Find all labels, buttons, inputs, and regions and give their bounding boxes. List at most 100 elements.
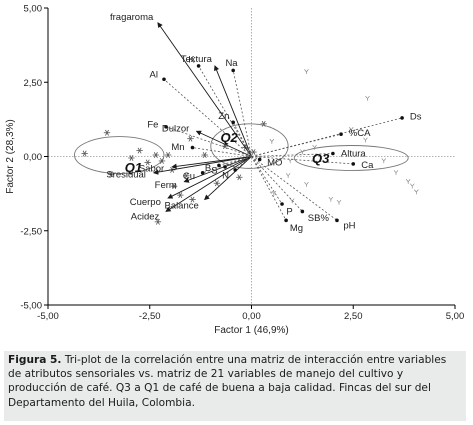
case-point-y — [328, 196, 334, 202]
case-point-star — [107, 171, 115, 178]
vector-dashed-fe — [165, 126, 252, 157]
vector-dashed-zn — [232, 122, 252, 157]
vector-end-fe — [164, 125, 168, 129]
vector-end-zn — [231, 120, 235, 125]
group-label-q2: Q2 — [220, 130, 238, 145]
case-point-star — [158, 157, 166, 164]
triplot-chart: -5,00 -2,50 0,00 2,50 5,00 5,00 2,50 0,00 -2,50 -… — [5, 4, 465, 337]
vector-label-ph: pH — [343, 221, 355, 232]
vector-dashed-mn — [192, 147, 252, 157]
case-point-star — [187, 135, 194, 142]
case-point-y — [409, 183, 415, 189]
vector-cuerpo — [167, 156, 252, 199]
vector-end-b — [217, 163, 221, 168]
vector-end-k — [196, 64, 201, 68]
vector-end-ca — [351, 162, 356, 166]
case-point-star — [170, 183, 178, 190]
case-point-star — [236, 174, 243, 181]
case-point-star — [260, 120, 267, 127]
vector-end-mn — [190, 145, 195, 150]
vector-dashed-cu — [202, 156, 252, 174]
vector-dashed-mo — [251, 156, 260, 160]
case-point-y — [271, 190, 277, 196]
case-point-y — [365, 95, 370, 101]
vector-end-p — [280, 202, 284, 206]
case-point-y — [300, 149, 305, 155]
vector-sabor — [171, 156, 252, 169]
vector-label-pct-ca: %CA — [349, 128, 371, 139]
x-tick-label: 0,00 — [242, 311, 261, 322]
vector-label-cuerpo: Cuerpo — [130, 197, 161, 208]
vector-dashed-mg — [251, 156, 287, 221]
case-point-star — [128, 155, 135, 161]
x-tick-label: 5,00 — [446, 311, 465, 322]
case-point-y — [414, 189, 419, 195]
case-point-y — [405, 179, 411, 184]
vector-label-mo: MO — [267, 158, 282, 169]
vector-acidez — [165, 156, 252, 212]
vector-end-mo — [257, 157, 262, 162]
vector-end-ph — [335, 218, 339, 223]
y-tick-label: 2,50 — [24, 78, 43, 89]
vector-label-sbpct-: SB% — [308, 213, 330, 224]
case-point-star — [213, 180, 221, 187]
vector-sresidual — [152, 156, 252, 175]
vector-label-acidez: Acidez — [131, 211, 160, 222]
y-tick-label: 0,00 — [24, 152, 43, 163]
vector-dashed-al — [163, 78, 252, 157]
vector-end-al — [162, 77, 166, 82]
vector-dashed-k — [198, 65, 252, 157]
vector-end-cu — [200, 171, 205, 175]
vector-label-altura: Altura — [341, 149, 367, 160]
vector-label-ds: Ds — [410, 111, 422, 122]
vector-label-balance: Balance — [164, 200, 198, 211]
case-point-y — [304, 181, 309, 187]
vector-end-sbpct- — [300, 209, 305, 214]
vector-dashed-altura — [251, 153, 333, 157]
vector-balance — [204, 156, 252, 201]
vector-dashed-ca — [251, 156, 354, 165]
vector-end-na — [231, 68, 235, 73]
vector-end-altura — [331, 151, 335, 156]
y-tick-label: -2,50 — [20, 226, 42, 237]
vector-label-textura: Textura — [181, 54, 213, 65]
y-tick-label: -5,00 — [20, 301, 42, 312]
vector-label-mg: Mg — [290, 223, 303, 234]
case-point-star — [144, 159, 151, 166]
case-point-star — [152, 152, 160, 158]
vector-end-n — [233, 168, 238, 172]
vector-label-al: Al — [150, 69, 158, 80]
case-point-star — [164, 152, 172, 158]
case-point-star — [81, 150, 88, 157]
vector-textura — [214, 65, 252, 157]
case-point-y — [269, 138, 275, 144]
vector-label-sabor: Sabor — [139, 163, 164, 174]
case-point-star — [177, 192, 184, 199]
case-point-y — [312, 144, 317, 150]
case-point-y — [393, 170, 399, 176]
figure-caption: Figura 5. Tri-plot de la correlación ent… — [4, 351, 466, 421]
vector-label-ferm: Ferm — [155, 180, 177, 191]
group-label-q1: Q1 — [125, 160, 142, 175]
vector-ferm — [183, 156, 252, 183]
vector-end-ds — [400, 116, 404, 120]
caption-figure-label: Figura 5. — [8, 354, 62, 366]
vector-dashed-ph — [251, 156, 338, 221]
case-point-star — [189, 196, 196, 203]
case-point-star — [250, 149, 257, 156]
vector-label-ca: Ca — [361, 160, 374, 171]
vector-dashed-n — [234, 156, 252, 171]
vector-label-fragaroma: fragaroma — [110, 12, 154, 23]
vector-label-dulzor: Dulzor — [162, 123, 189, 134]
case-point-y — [336, 199, 342, 205]
vector-dashed-sbpct- — [251, 156, 303, 212]
x-tick-label: 2,50 — [344, 311, 363, 322]
vector-end-pct-ca — [339, 132, 343, 137]
vector-end-mg — [284, 218, 288, 223]
y-tick-label: 5,00 — [24, 4, 43, 15]
caption-text: Tri-plot de la correlación entre una mat… — [8, 354, 447, 409]
group-label-q3: Q3 — [312, 151, 330, 166]
vector-label-zn: Zn — [218, 111, 229, 122]
vector-label-p: P — [286, 206, 292, 217]
group-ellipse-q3 — [293, 145, 409, 171]
